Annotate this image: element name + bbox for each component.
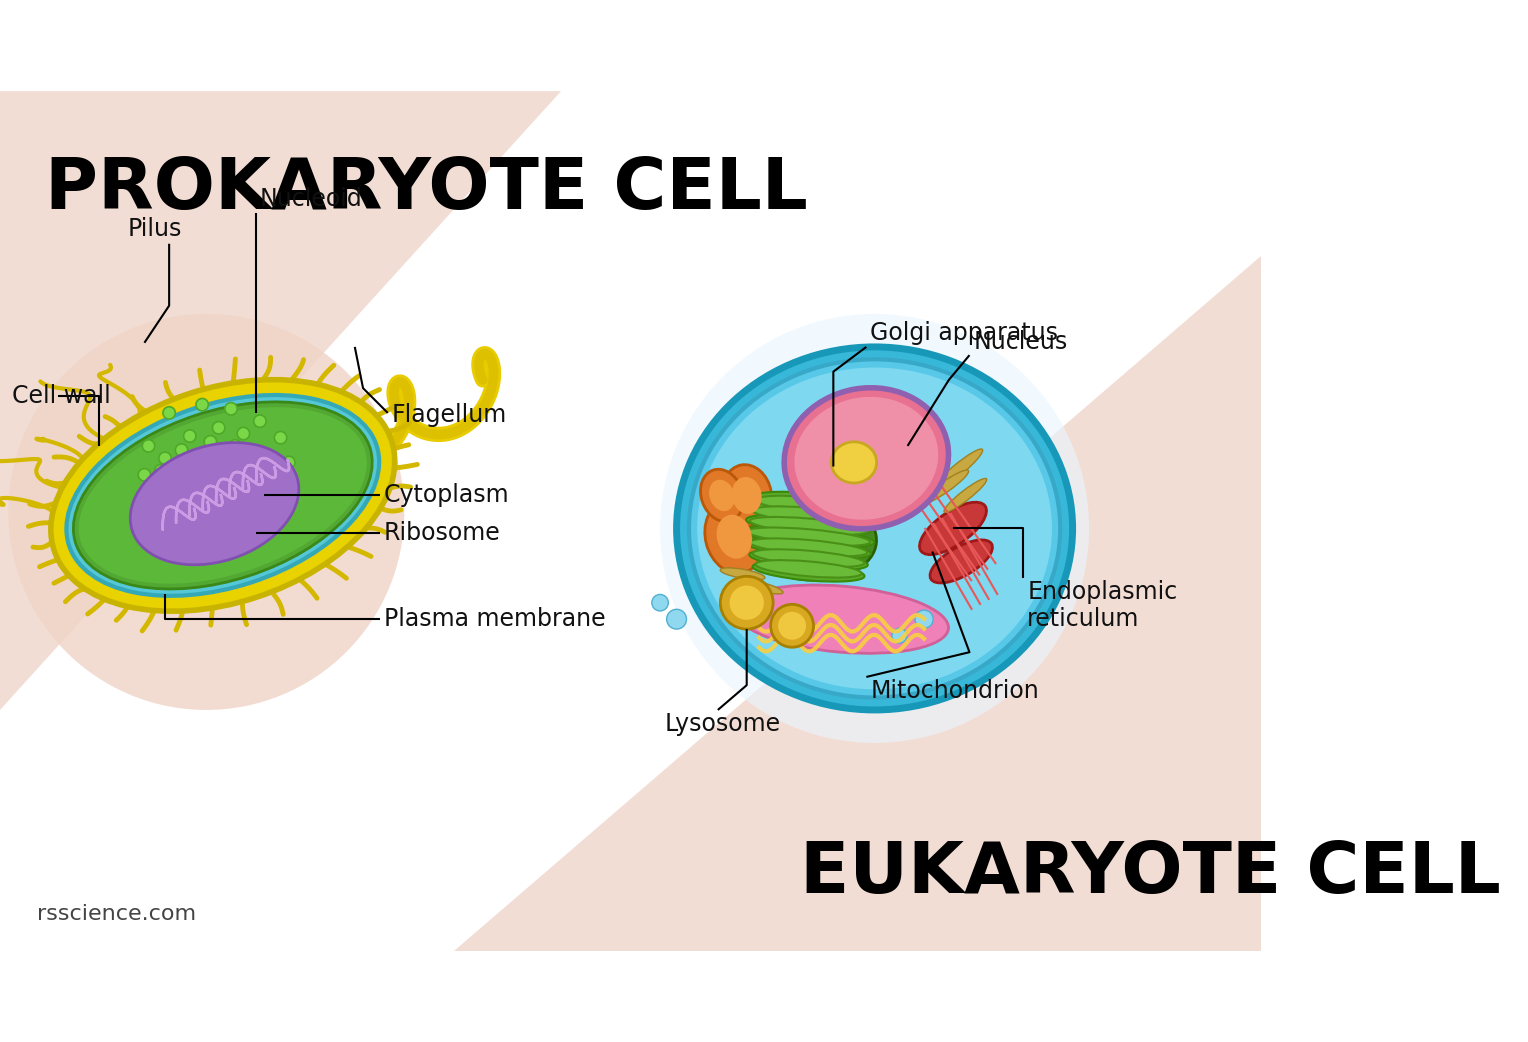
Circle shape [275, 481, 287, 493]
Circle shape [249, 490, 261, 501]
Ellipse shape [741, 493, 877, 580]
Circle shape [275, 431, 287, 444]
Ellipse shape [689, 359, 1060, 697]
Circle shape [225, 402, 237, 415]
Ellipse shape [831, 442, 877, 483]
Circle shape [167, 510, 179, 522]
Circle shape [892, 628, 906, 643]
Text: Flagellum: Flagellum [391, 402, 507, 426]
Circle shape [254, 501, 266, 514]
Circle shape [258, 448, 270, 461]
Circle shape [212, 422, 225, 433]
Ellipse shape [735, 585, 949, 653]
Ellipse shape [746, 515, 871, 536]
Text: Nucleus: Nucleus [973, 329, 1068, 353]
Ellipse shape [720, 568, 766, 579]
Ellipse shape [717, 515, 752, 559]
Ellipse shape [746, 538, 871, 559]
Circle shape [225, 514, 237, 526]
Circle shape [729, 586, 764, 620]
Ellipse shape [8, 314, 405, 710]
Circle shape [266, 469, 278, 481]
Circle shape [229, 440, 241, 452]
Circle shape [196, 398, 208, 411]
Ellipse shape [755, 561, 862, 577]
Circle shape [154, 465, 167, 477]
Circle shape [171, 481, 183, 493]
Ellipse shape [753, 492, 865, 513]
Ellipse shape [78, 407, 367, 584]
Ellipse shape [735, 578, 782, 594]
Ellipse shape [795, 397, 938, 520]
Ellipse shape [753, 506, 865, 524]
Circle shape [254, 415, 266, 427]
Ellipse shape [721, 465, 772, 526]
Circle shape [666, 610, 686, 629]
Circle shape [220, 497, 234, 510]
Text: Nucleoid: Nucleoid [260, 187, 362, 210]
Text: Golgi apparatus: Golgi apparatus [871, 321, 1059, 345]
Ellipse shape [66, 395, 379, 596]
Text: rsscience.com: rsscience.com [37, 904, 196, 924]
Text: Mitochondrion: Mitochondrion [871, 678, 1039, 702]
Ellipse shape [697, 368, 1051, 690]
Ellipse shape [50, 379, 394, 612]
Text: EUKARYOTE CELL: EUKARYOTE CELL [801, 839, 1500, 908]
Circle shape [138, 469, 151, 481]
Circle shape [196, 518, 208, 530]
Text: Cytoplasm: Cytoplasm [384, 483, 509, 507]
Ellipse shape [750, 539, 868, 556]
Ellipse shape [709, 479, 735, 512]
Circle shape [163, 406, 176, 419]
Text: Ribosome: Ribosome [384, 521, 500, 545]
Ellipse shape [755, 496, 862, 514]
Circle shape [147, 493, 159, 505]
Ellipse shape [660, 314, 1089, 743]
Ellipse shape [732, 477, 761, 514]
Ellipse shape [932, 449, 983, 492]
Ellipse shape [700, 469, 744, 522]
Text: Plasma membrane: Plasma membrane [384, 607, 605, 631]
Circle shape [915, 611, 934, 628]
Polygon shape [0, 91, 561, 710]
Circle shape [183, 430, 196, 442]
Text: Pilus: Pilus [128, 218, 182, 242]
Ellipse shape [931, 540, 993, 582]
Ellipse shape [677, 347, 1073, 710]
Ellipse shape [921, 470, 969, 504]
Polygon shape [454, 256, 1261, 951]
Circle shape [770, 604, 813, 647]
Circle shape [142, 440, 154, 452]
Ellipse shape [73, 402, 373, 589]
Circle shape [159, 452, 171, 465]
Text: Cell wall: Cell wall [12, 384, 112, 408]
Ellipse shape [743, 526, 874, 547]
Ellipse shape [749, 503, 868, 524]
Ellipse shape [704, 500, 764, 573]
Text: Endoplasmic
reticulum: Endoplasmic reticulum [1027, 579, 1178, 631]
Ellipse shape [747, 527, 871, 546]
Ellipse shape [750, 517, 868, 535]
Ellipse shape [920, 502, 987, 554]
Circle shape [720, 576, 773, 629]
Circle shape [652, 594, 668, 611]
Circle shape [193, 495, 205, 507]
Circle shape [176, 444, 188, 456]
Ellipse shape [130, 443, 299, 565]
Circle shape [283, 456, 295, 469]
Text: Lysosome: Lysosome [665, 712, 781, 736]
Ellipse shape [753, 549, 865, 567]
Ellipse shape [944, 478, 987, 513]
Circle shape [205, 436, 217, 448]
Ellipse shape [749, 549, 868, 570]
Circle shape [237, 427, 249, 440]
Ellipse shape [784, 388, 949, 529]
Text: PROKARYOTE CELL: PROKARYOTE CELL [46, 155, 808, 224]
Ellipse shape [753, 561, 865, 581]
Circle shape [778, 612, 807, 640]
